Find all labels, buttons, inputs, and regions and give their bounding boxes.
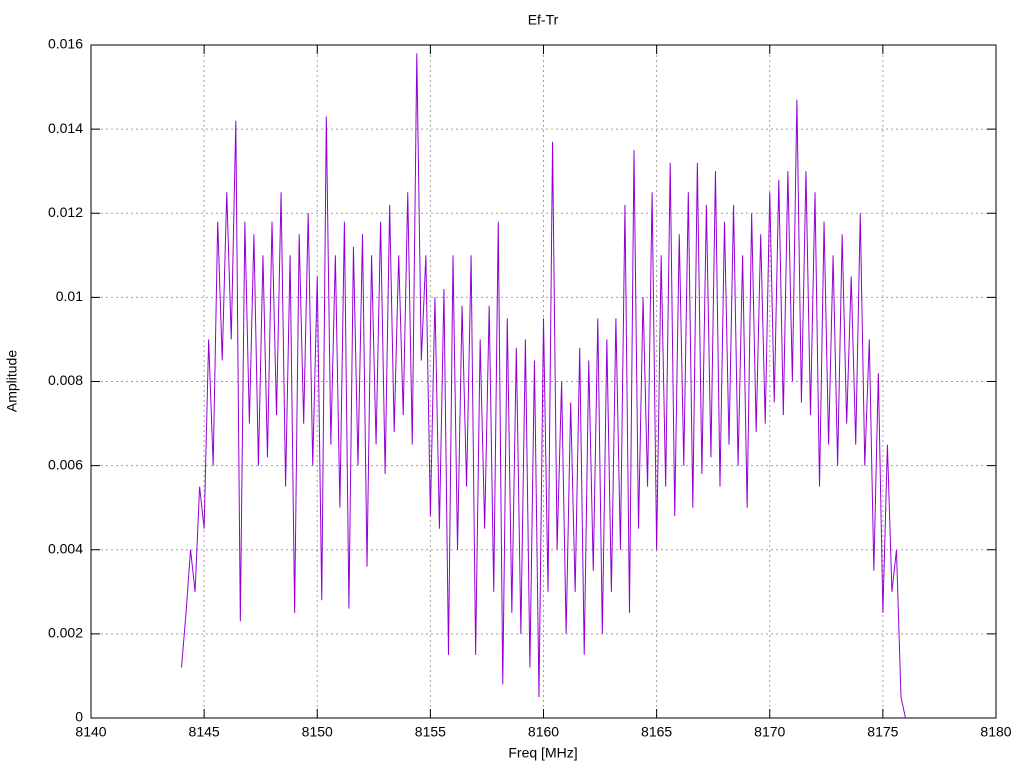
x-tick-label: 8165 <box>641 724 672 740</box>
y-tick-label: 0.012 <box>48 204 83 220</box>
x-tick-label: 8155 <box>415 724 446 740</box>
data-line <box>181 53 906 719</box>
chart-title: Ef-Tr <box>528 12 559 28</box>
y-tick-label: 0.006 <box>48 456 83 472</box>
y-tick-label: 0.016 <box>48 36 83 52</box>
y-tick-label: 0.014 <box>48 120 83 136</box>
y-tick-label: 0.01 <box>56 288 83 304</box>
plot-border <box>90 44 997 719</box>
x-axis-label: Freq [MHz] <box>508 745 577 761</box>
y-axis-label: Amplitude <box>4 350 20 412</box>
x-tick-label: 8160 <box>528 724 559 740</box>
x-tick-label: 8140 <box>75 724 106 740</box>
x-tick-label: 8170 <box>754 724 785 740</box>
y-tick-label: 0.008 <box>48 372 83 388</box>
y-tick-label: 0.004 <box>48 540 83 556</box>
x-tick-label: 8145 <box>189 724 220 740</box>
y-tick-label: 0 <box>75 709 83 725</box>
y-tick-label: 0.002 <box>48 625 83 641</box>
x-tick-label: 8150 <box>302 724 333 740</box>
x-tick-label: 8180 <box>980 724 1011 740</box>
x-tick-label: 8175 <box>867 724 898 740</box>
